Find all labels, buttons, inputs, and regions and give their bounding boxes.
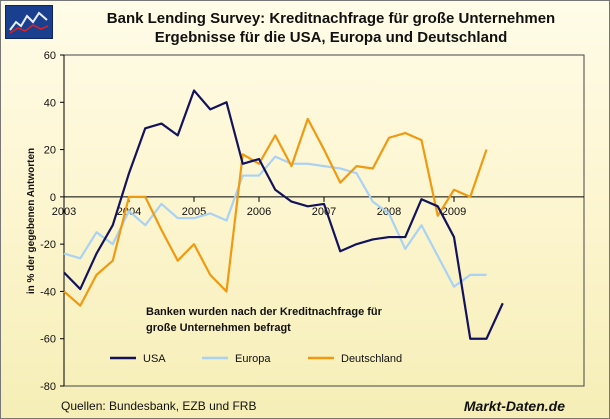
y-tick-label: -80 — [40, 381, 56, 393]
brand-label: Markt-Daten.de — [463, 398, 565, 414]
series-line-europa — [63, 155, 487, 288]
chart-title-line1: Bank Lending Survey: Kreditnachfrage für… — [106, 10, 556, 27]
x-tick-label: 2006 — [247, 206, 271, 218]
annotation-line1: Banken wurden nach der Kreditnachfrage f… — [146, 306, 383, 318]
source-note: Quellen: Bundesbank, EZB und FRB — [61, 399, 257, 413]
legend-label-deutschland: Deutschland — [341, 353, 402, 365]
x-tick-label: 2009 — [442, 206, 466, 218]
y-tick-label: 20 — [44, 145, 56, 157]
annotation-line2: große Unternehmen befragt — [146, 322, 291, 334]
y-tick-label: -40 — [40, 286, 56, 298]
series-line-deutschland — [63, 117, 488, 307]
x-tick-label: 2005 — [182, 206, 206, 218]
chart-title-line2: Ergebnisse für die USA, Europa und Deuts… — [154, 29, 508, 46]
chart-title: Bank Lending Survey: Kreditnachfrage für… — [61, 9, 601, 47]
y-tick-label: 60 — [44, 50, 56, 62]
y-tick-label: 40 — [44, 97, 56, 109]
chart-logo-icon — [5, 5, 53, 39]
y-tick-label: 0 — [50, 192, 56, 204]
plot-area — [63, 54, 585, 387]
x-tick-label: 2003 — [52, 206, 76, 218]
series-line-usa — [63, 89, 504, 340]
legend-label-usa: USA — [143, 353, 166, 365]
y-tick-label: -60 — [40, 334, 56, 346]
legend-label-europa: Europa — [235, 353, 271, 365]
x-tick-label: 2007 — [312, 206, 336, 218]
y-tick-label: -20 — [40, 239, 56, 251]
